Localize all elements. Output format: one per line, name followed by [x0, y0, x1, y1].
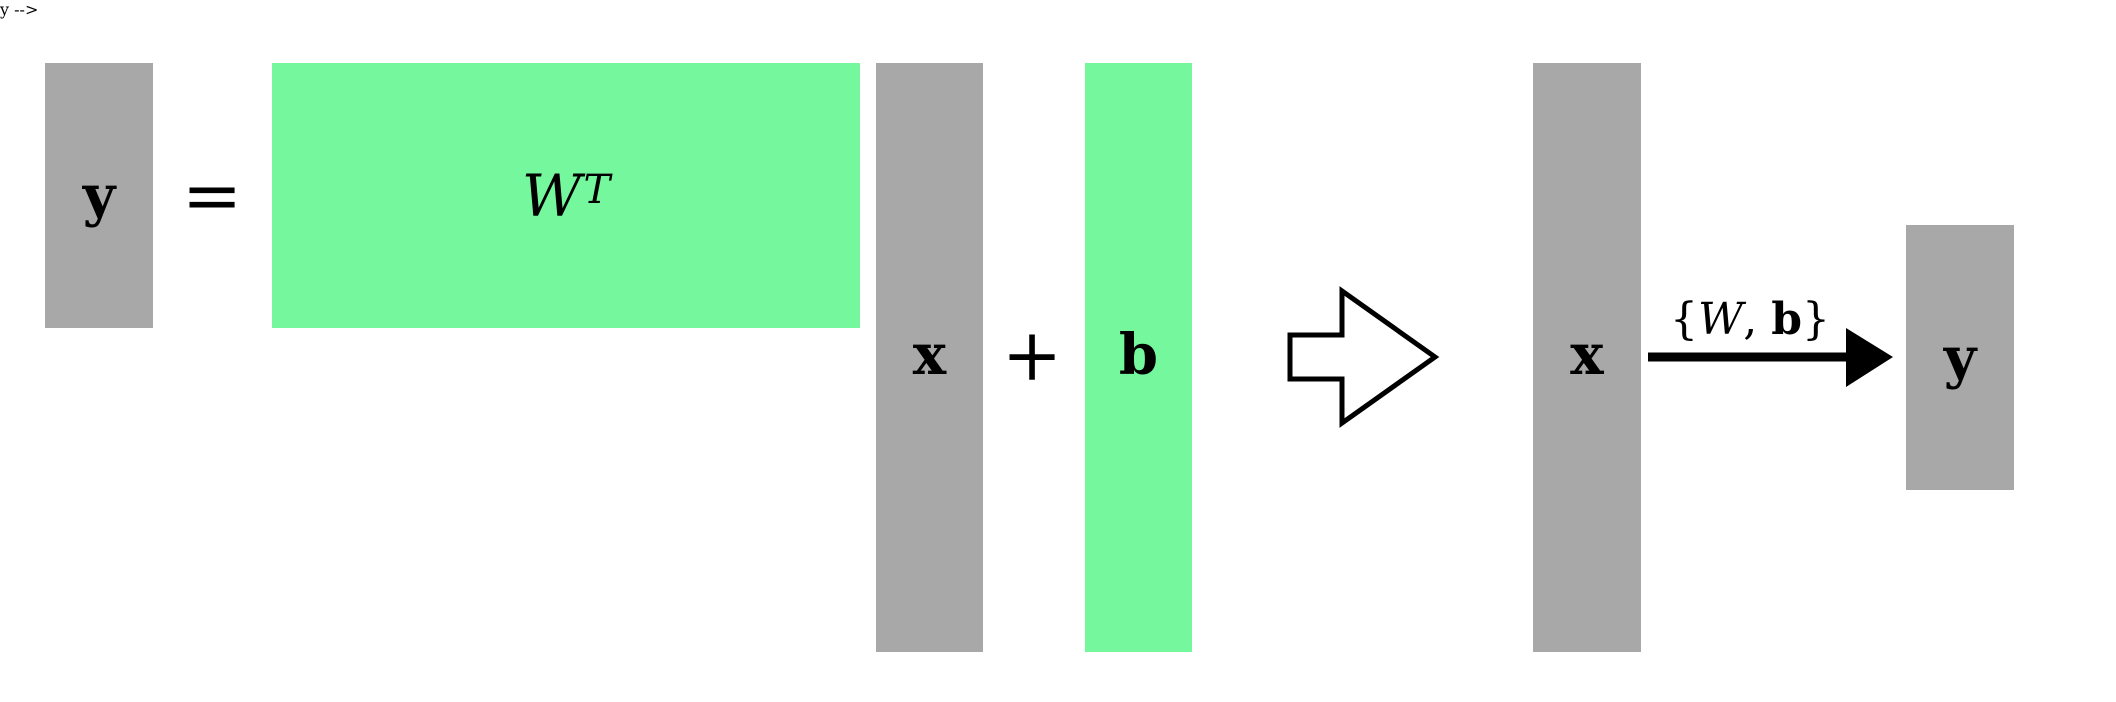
output-vector-y-label: y: [82, 162, 116, 229]
compact-input-vector-x: [1533, 63, 1641, 652]
implies-arrow-icon: [1287, 286, 1440, 428]
input-vector-x-label: x: [912, 322, 947, 388]
equals-sign: =: [181, 153, 243, 237]
plus-sign: +: [1001, 313, 1063, 397]
param-brace-close: }: [1801, 294, 1830, 345]
input-vector-x: [876, 63, 983, 652]
bias-vector-b-label: b: [1118, 322, 1159, 388]
compact-input-vector-x-label: x: [1570, 322, 1604, 388]
param-w: W: [1698, 294, 1744, 345]
parameter-set-label: {W, b}: [1640, 290, 1860, 350]
compact-output-vector-y-label: y: [1943, 324, 1977, 391]
param-brace-open: {: [1670, 294, 1698, 345]
weight-symbol: W: [521, 161, 582, 230]
weight-matrix: [272, 63, 860, 328]
param-b: b: [1771, 294, 1802, 345]
transpose-superscript: T: [583, 166, 611, 213]
param-sep: ,: [1743, 294, 1772, 345]
mapping-arrow-head-icon: [1846, 328, 1893, 387]
output-vector-y: [45, 63, 153, 328]
bias-vector-b: [1085, 63, 1192, 652]
compact-output-vector-y: [1906, 225, 2014, 490]
